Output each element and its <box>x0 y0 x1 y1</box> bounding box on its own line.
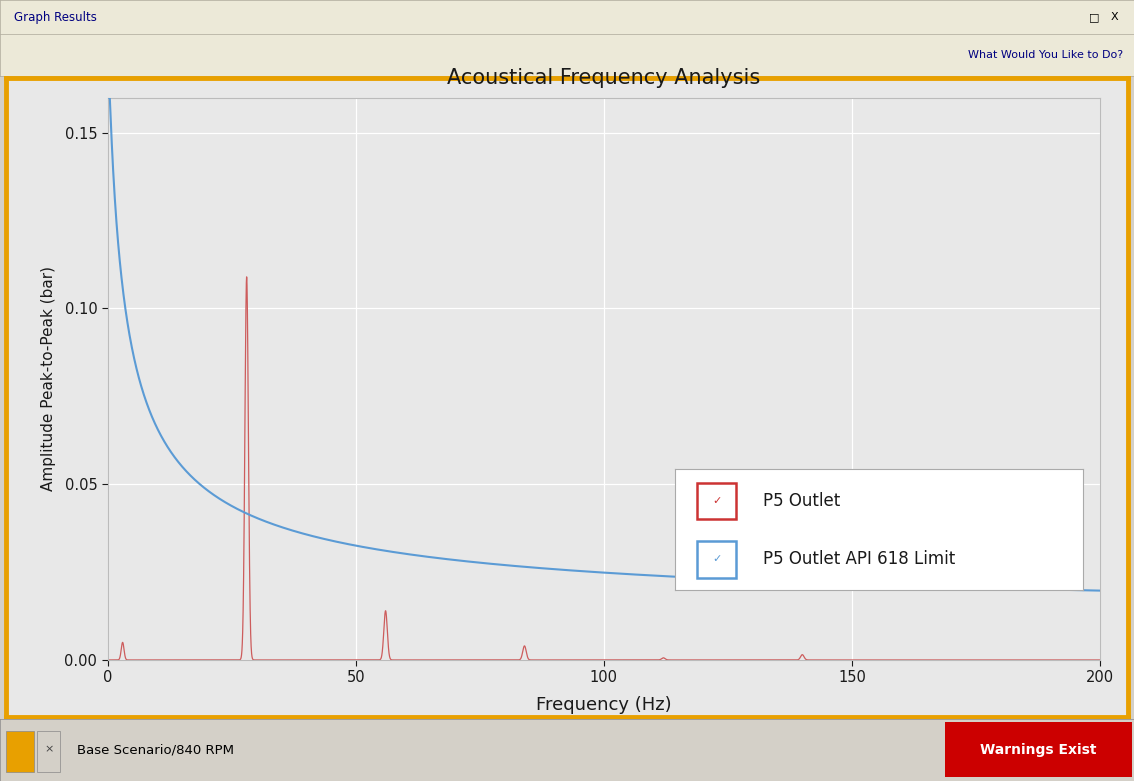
Text: P5 Outlet API 618 Limit: P5 Outlet API 618 Limit <box>762 551 955 569</box>
Text: Warnings Exist: Warnings Exist <box>980 743 1097 757</box>
Text: Graph Results: Graph Results <box>14 11 96 23</box>
Text: X: X <box>1111 12 1118 22</box>
X-axis label: Frequency (Hz): Frequency (Hz) <box>536 697 671 715</box>
Text: +: + <box>1048 742 1061 758</box>
Text: ×: × <box>44 745 53 754</box>
Title: Acoustical Frequency Analysis: Acoustical Frequency Analysis <box>447 68 761 87</box>
Text: What Would You Like to Do?: What Would You Like to Do? <box>967 50 1123 60</box>
Y-axis label: Amplitude Peak-to-Peak (bar): Amplitude Peak-to-Peak (bar) <box>41 266 56 491</box>
Text: ✓: ✓ <box>712 555 721 565</box>
Text: □: □ <box>1089 12 1100 22</box>
Text: ⚡: ⚡ <box>1081 742 1092 758</box>
Text: ✓: ✓ <box>712 496 721 506</box>
Text: Base Scenario/840 RPM: Base Scenario/840 RPM <box>77 744 234 756</box>
Bar <box>6 731 34 772</box>
Bar <box>37 731 60 772</box>
Text: P5 Outlet: P5 Outlet <box>762 492 840 510</box>
FancyBboxPatch shape <box>697 483 736 519</box>
FancyBboxPatch shape <box>697 541 736 578</box>
